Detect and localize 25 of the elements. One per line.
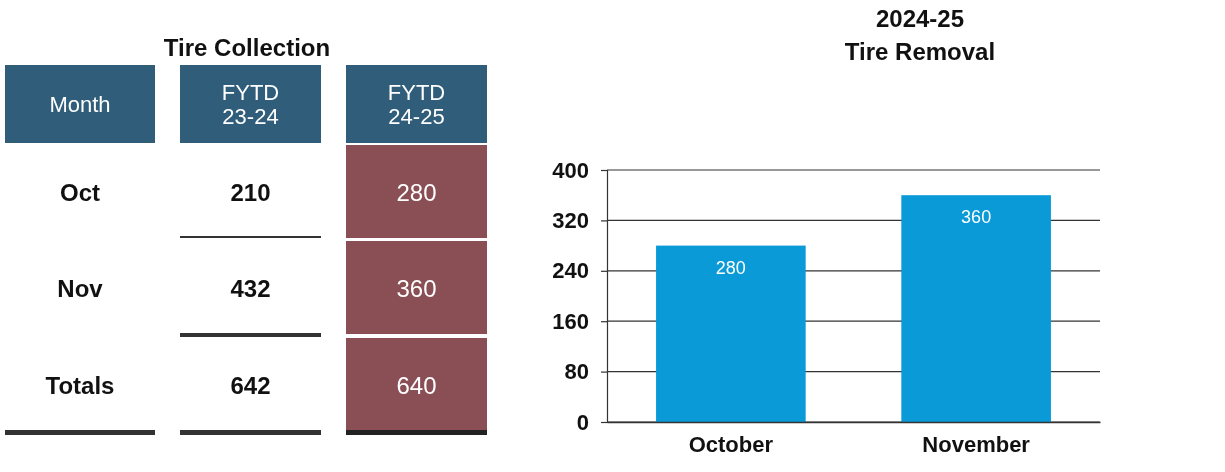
y-tick-label: 80 xyxy=(564,359,589,385)
data-label: 432 xyxy=(230,274,271,302)
category-label: Totals xyxy=(45,371,115,399)
data-label: 280 xyxy=(715,257,746,278)
chart-subtitle: Tire Removal xyxy=(844,38,996,65)
text: Tire Collection xyxy=(163,34,331,61)
data-label: 640 xyxy=(396,371,437,399)
data-label: 360 xyxy=(961,207,992,228)
y-tick-label: 160 xyxy=(552,308,589,334)
data-label: 642 xyxy=(230,371,271,399)
chart-title: 2024-25 xyxy=(875,5,965,32)
y-tick-label: 240 xyxy=(552,258,589,284)
y-tick-label: 400 xyxy=(552,157,589,183)
series-label: FYTD 24-25 xyxy=(387,80,446,129)
data-label: 210 xyxy=(230,178,271,206)
y-tick-label: 0 xyxy=(576,409,589,435)
category-label: Nov xyxy=(57,274,104,302)
category-label: Oct xyxy=(59,178,101,206)
y-tick-label: 320 xyxy=(552,207,589,233)
x-tick-label: October xyxy=(688,431,774,457)
text: Month xyxy=(49,92,111,117)
data-label: 280 xyxy=(396,178,437,206)
text: FYTD 23-24 xyxy=(221,80,280,129)
data-label: 360 xyxy=(396,274,437,302)
x-tick-label: November xyxy=(922,431,1031,457)
